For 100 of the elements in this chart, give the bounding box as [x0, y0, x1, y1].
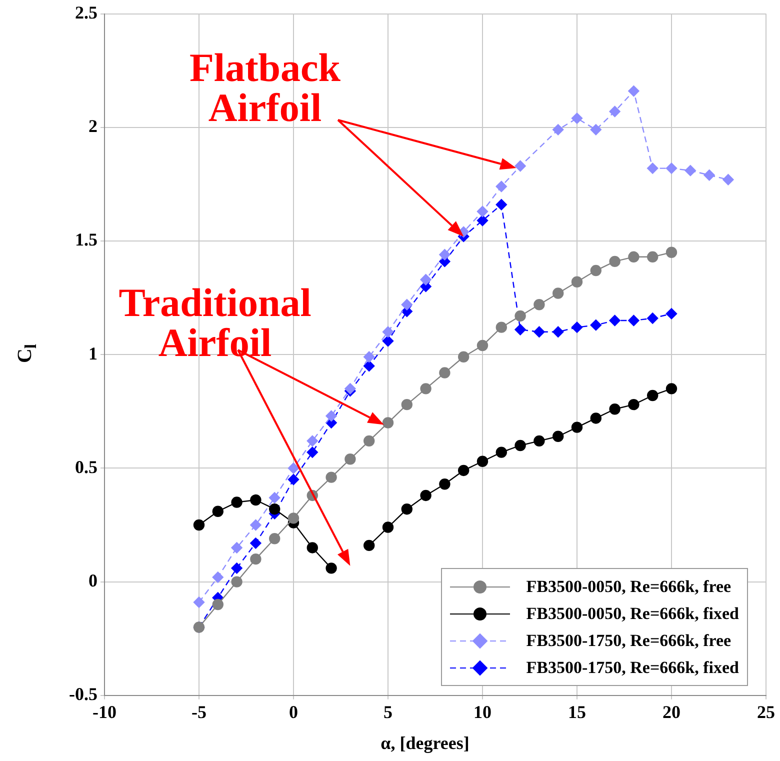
point: [250, 494, 262, 506]
point: [534, 435, 545, 447]
point: [382, 326, 394, 338]
point: [363, 540, 375, 552]
point: [722, 174, 734, 186]
point: [514, 310, 526, 322]
x-tick-label: 25: [757, 702, 775, 722]
y-tick-label: 0: [88, 570, 98, 590]
point: [344, 454, 356, 465]
legend-label: FB3500-0050, Re=666k, free: [526, 576, 732, 596]
point: [647, 251, 658, 263]
point: [231, 542, 242, 554]
x-tick-label: 20: [662, 702, 680, 722]
legend-label: FB3500-1750, Re=666k, free: [526, 630, 732, 650]
x-tick-label: 5: [383, 702, 392, 722]
point: [647, 312, 658, 324]
point: [212, 598, 224, 610]
x-tick-label: 10: [473, 702, 492, 722]
point: [628, 398, 640, 410]
point: [590, 412, 602, 424]
point: [363, 435, 375, 447]
point: [250, 538, 262, 549]
point: [401, 503, 412, 515]
annotation: Traditional Airfoil: [118, 280, 312, 365]
point: [439, 367, 450, 378]
point: [590, 124, 602, 136]
x-tick-label: 0: [288, 702, 298, 722]
point: [666, 308, 678, 320]
point: [439, 478, 450, 490]
point: [420, 490, 432, 502]
point: [704, 170, 715, 181]
point: [401, 299, 412, 310]
point: [552, 430, 564, 442]
x-tick-label: 15: [568, 702, 586, 722]
y-tick-label: -0.5: [68, 684, 98, 704]
point: [534, 326, 545, 338]
point: [514, 160, 526, 172]
point: [571, 422, 583, 433]
point: [268, 492, 280, 504]
point: [363, 360, 375, 372]
point: [590, 319, 602, 331]
point: [458, 464, 470, 476]
y-tick-label: 1: [88, 343, 98, 364]
point: [268, 533, 280, 544]
point: [231, 562, 242, 574]
point: [382, 335, 394, 347]
point: [476, 456, 488, 467]
point: [382, 522, 394, 533]
y-tick-label: 2: [88, 116, 98, 136]
point: [288, 512, 300, 524]
annotation: Flatback Airfoil: [188, 45, 342, 130]
point: [382, 417, 394, 428]
point: [458, 351, 470, 362]
point: [306, 542, 318, 554]
point: [628, 85, 640, 97]
point: [609, 404, 620, 415]
point: [212, 506, 224, 517]
point: [476, 340, 488, 352]
point: [534, 299, 545, 310]
point: [212, 572, 224, 583]
x-axis-title: α, [degrees]: [380, 733, 470, 754]
point: [420, 274, 432, 286]
legend-label: FB3500-1750, Re=666k, fixed: [526, 658, 739, 678]
point: [231, 576, 242, 588]
y-tick-label: 1.5: [74, 230, 98, 250]
point: [514, 324, 526, 336]
point: [288, 462, 300, 474]
point: [288, 474, 300, 486]
point: [628, 314, 640, 326]
point: [496, 199, 507, 210]
point: [647, 162, 658, 174]
point: [193, 596, 205, 608]
x-tick-label: -5: [191, 702, 206, 722]
point: [326, 562, 337, 574]
point: [684, 164, 696, 176]
point: [193, 519, 205, 531]
point: [571, 322, 583, 333]
point: [552, 326, 564, 338]
point: [552, 124, 564, 136]
point: [496, 322, 507, 333]
point: [268, 503, 280, 515]
point: [326, 472, 337, 483]
point: [250, 553, 262, 565]
point: [363, 351, 375, 362]
y-tick-label: 0.5: [74, 456, 98, 477]
point: [609, 256, 620, 268]
point: [666, 246, 678, 258]
point: [571, 112, 583, 124]
point: [344, 383, 356, 394]
point: [476, 206, 488, 218]
point: [571, 276, 583, 288]
point: [476, 214, 488, 226]
point: [306, 446, 318, 458]
point: [496, 446, 507, 458]
point: [590, 264, 602, 276]
point: [306, 435, 318, 447]
point: [666, 383, 678, 394]
point: [514, 440, 526, 452]
point: [231, 496, 242, 508]
point: [496, 180, 507, 192]
